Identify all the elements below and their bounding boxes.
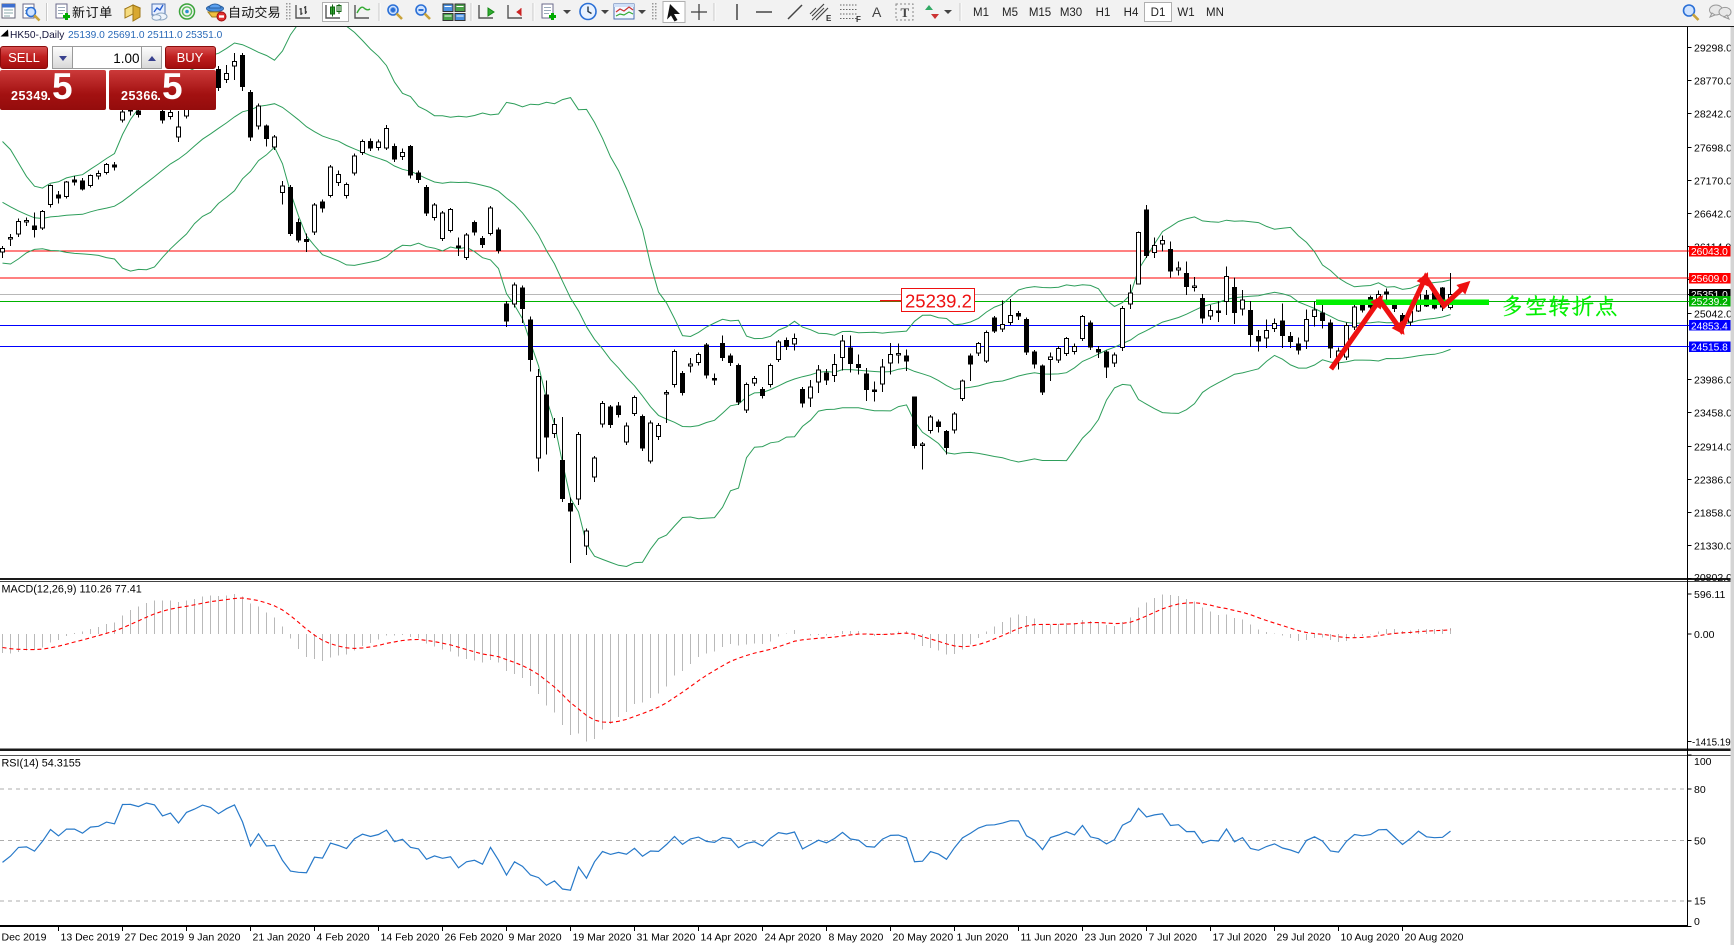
svg-text:0: 0 [1694, 916, 1700, 928]
svg-text:M1: M1 [973, 7, 989, 19]
svg-text:31 Mar 2020: 31 Mar 2020 [637, 932, 696, 944]
svg-text:27170.0: 27170.0 [1694, 175, 1732, 187]
svg-text:21858.0: 21858.0 [1694, 507, 1732, 519]
svg-text:11 Jun 2020: 11 Jun 2020 [1021, 932, 1078, 944]
svg-text:M15: M15 [1029, 7, 1051, 19]
svg-text:29 Jul 2020: 29 Jul 2020 [1277, 932, 1331, 944]
svg-text:A: A [872, 4, 882, 20]
svg-text:13 Dec 2019: 13 Dec 2019 [61, 932, 121, 944]
svg-text:15: 15 [1694, 896, 1706, 908]
svg-text:19 Mar 2020: 19 Mar 2020 [573, 932, 632, 944]
svg-text:24853.4: 24853.4 [1691, 321, 1728, 332]
svg-text:M5: M5 [1002, 7, 1018, 19]
svg-text:23 Jun 2020: 23 Jun 2020 [1085, 932, 1143, 944]
svg-text:50: 50 [1694, 836, 1706, 848]
svg-text:25239.2: 25239.2 [905, 291, 972, 312]
svg-text:D1: D1 [1151, 7, 1166, 19]
svg-text:H1: H1 [1096, 7, 1111, 19]
svg-text:9 Mar 2020: 9 Mar 2020 [509, 932, 562, 944]
svg-text:W1: W1 [1177, 7, 1194, 19]
svg-text:MACD(12,26,9) 110.26 77.41: MACD(12,26,9) 110.26 77.41 [2, 584, 142, 596]
svg-text:Dec 2019: Dec 2019 [2, 932, 47, 944]
svg-text:9 Jan 2020: 9 Jan 2020 [189, 932, 241, 944]
svg-text:21 Jan 2020: 21 Jan 2020 [253, 932, 311, 944]
svg-text:22386.0: 22386.0 [1694, 474, 1732, 486]
svg-text:-1415.19: -1415.19 [1692, 737, 1731, 748]
svg-text:4 Feb 2020: 4 Feb 2020 [317, 932, 370, 944]
svg-text:M30: M30 [1060, 7, 1082, 19]
svg-text:20 Aug 2020: 20 Aug 2020 [1405, 932, 1464, 944]
svg-text:29298.0: 29298.0 [1694, 42, 1732, 54]
svg-text:23986.0: 23986.0 [1694, 374, 1732, 386]
svg-text:20802.0: 20802.0 [1694, 572, 1732, 584]
svg-text:26 Feb 2020: 26 Feb 2020 [445, 932, 504, 944]
svg-text:25042.0: 25042.0 [1694, 308, 1732, 320]
svg-text:0.00: 0.00 [1694, 629, 1715, 641]
svg-text:26642.0: 26642.0 [1694, 208, 1732, 220]
svg-text:27 Dec 2019: 27 Dec 2019 [125, 932, 185, 944]
svg-text:E: E [826, 14, 832, 23]
svg-text:14 Feb 2020: 14 Feb 2020 [381, 932, 440, 944]
svg-text:14 Apr 2020: 14 Apr 2020 [701, 932, 758, 944]
svg-text:17 Jul 2020: 17 Jul 2020 [1213, 932, 1267, 944]
svg-text:8 May 2020: 8 May 2020 [829, 932, 884, 944]
svg-text:F: F [856, 15, 861, 24]
svg-text:21330.0: 21330.0 [1694, 540, 1732, 552]
svg-text:H4: H4 [1124, 7, 1139, 19]
svg-text:26043.0: 26043.0 [1691, 247, 1728, 258]
svg-text:24515.8: 24515.8 [1691, 342, 1728, 353]
svg-text:100: 100 [1694, 756, 1712, 768]
svg-text:7 Jul 2020: 7 Jul 2020 [1149, 932, 1198, 944]
svg-text:25139.0 25691.0 25111.0 25351.: 25139.0 25691.0 25111.0 25351.0 [68, 30, 223, 41]
svg-text:24 Apr 2020: 24 Apr 2020 [765, 932, 822, 944]
svg-text:10 Aug 2020: 10 Aug 2020 [1341, 932, 1400, 944]
svg-text:1 Jun 2020: 1 Jun 2020 [957, 932, 1009, 944]
svg-text:28242.0: 28242.0 [1694, 108, 1732, 120]
svg-text:25239.2: 25239.2 [1691, 297, 1728, 308]
svg-text:20 May 2020: 20 May 2020 [893, 932, 954, 944]
svg-text:596.11: 596.11 [1694, 589, 1725, 601]
svg-text:23458.0: 23458.0 [1694, 407, 1732, 419]
svg-text:T: T [901, 5, 910, 20]
svg-text:RSI(14) 54.3155: RSI(14) 54.3155 [2, 758, 81, 770]
svg-text:27698.0: 27698.0 [1694, 142, 1732, 154]
svg-text:HK50-,Daily: HK50-,Daily [10, 30, 65, 41]
svg-text:22914.0: 22914.0 [1694, 441, 1732, 453]
svg-text:25351.0: 25351.0 [1691, 290, 1728, 301]
svg-text:80: 80 [1694, 784, 1706, 796]
svg-text:25609.0: 25609.0 [1691, 274, 1728, 285]
svg-text:MN: MN [1206, 7, 1224, 19]
svg-text:28770.0: 28770.0 [1694, 75, 1732, 87]
